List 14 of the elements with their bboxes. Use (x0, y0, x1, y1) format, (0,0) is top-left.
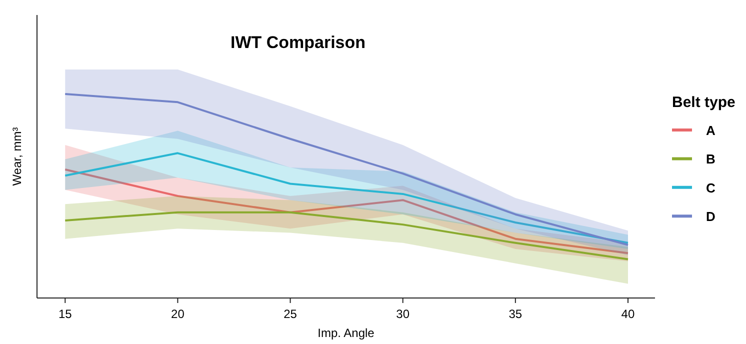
x-tick-label: 20 (171, 307, 185, 321)
x-tick-label: 25 (284, 307, 298, 321)
chart-title: IWT Comparison (230, 33, 366, 52)
legend-label: C (706, 180, 716, 196)
x-tick-label: 30 (396, 307, 410, 321)
y-axis-title: Wear, mm³ (10, 127, 24, 186)
legend-label: B (706, 152, 716, 167)
x-tick-label: 35 (508, 307, 522, 321)
x-axis-title: Imp. Angle (318, 326, 375, 340)
x-tick-label: 15 (58, 307, 72, 321)
x-tick-label: 40 (621, 307, 635, 321)
legend-label: D (706, 209, 716, 224)
legend-title: Belt type (672, 94, 736, 111)
legend-label: A (706, 123, 716, 138)
